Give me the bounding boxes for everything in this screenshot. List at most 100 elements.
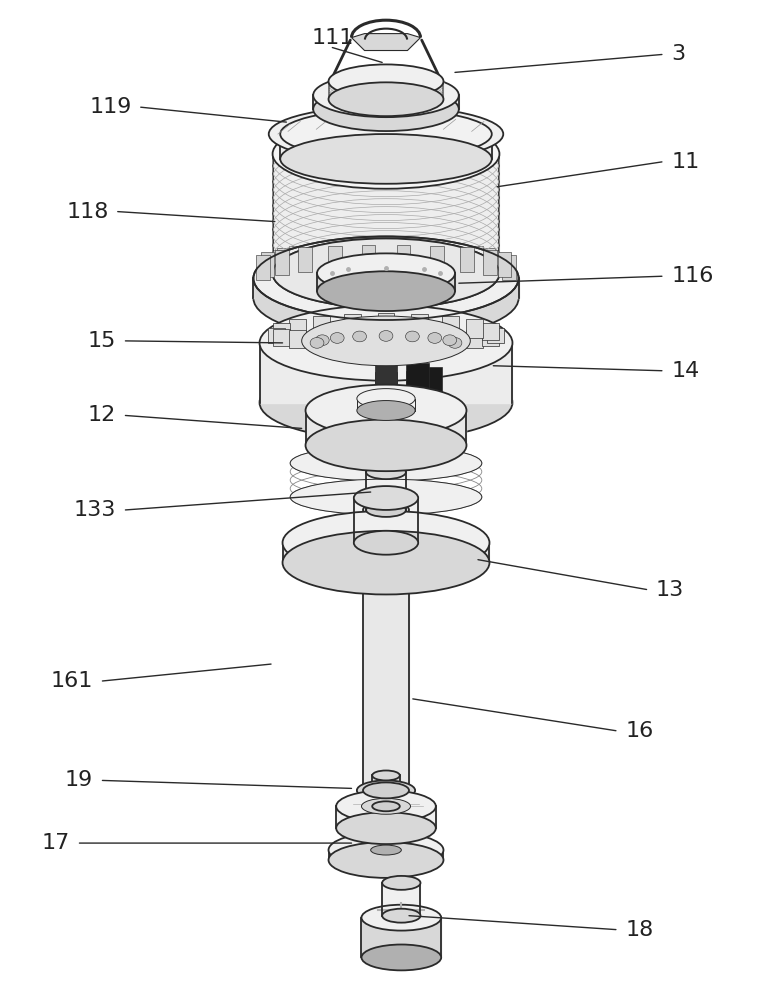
Ellipse shape	[357, 389, 415, 409]
FancyBboxPatch shape	[273, 323, 290, 340]
Bar	[364, 242, 378, 270]
Polygon shape	[354, 498, 418, 543]
Ellipse shape	[366, 503, 406, 517]
Text: 14: 14	[671, 361, 699, 381]
Polygon shape	[357, 399, 415, 410]
Ellipse shape	[438, 533, 482, 557]
Text: 17: 17	[42, 833, 70, 853]
Ellipse shape	[259, 365, 513, 440]
Bar	[276, 250, 289, 275]
Ellipse shape	[382, 909, 421, 923]
Bar	[374, 361, 398, 399]
Polygon shape	[372, 775, 400, 806]
Text: 18: 18	[625, 920, 653, 940]
Ellipse shape	[363, 782, 409, 798]
Text: 111: 111	[311, 28, 354, 48]
Ellipse shape	[344, 82, 428, 108]
Ellipse shape	[336, 812, 436, 844]
Bar	[298, 247, 312, 272]
Bar	[290, 255, 305, 283]
Bar	[406, 363, 429, 401]
FancyBboxPatch shape	[313, 330, 330, 350]
Ellipse shape	[361, 945, 441, 970]
Polygon shape	[382, 883, 421, 916]
Ellipse shape	[354, 531, 418, 555]
Ellipse shape	[357, 401, 415, 420]
Text: 12: 12	[88, 405, 117, 425]
Ellipse shape	[283, 511, 489, 575]
Ellipse shape	[405, 331, 419, 342]
Bar	[480, 248, 495, 276]
FancyBboxPatch shape	[466, 319, 483, 338]
Ellipse shape	[329, 64, 443, 98]
FancyBboxPatch shape	[487, 328, 504, 343]
Ellipse shape	[259, 305, 513, 381]
Ellipse shape	[329, 832, 443, 868]
FancyBboxPatch shape	[482, 329, 499, 346]
Bar	[309, 244, 324, 272]
Ellipse shape	[354, 486, 418, 510]
Bar	[460, 247, 474, 272]
Bar	[334, 258, 350, 286]
Ellipse shape	[366, 465, 406, 479]
Ellipse shape	[269, 106, 503, 162]
Polygon shape	[283, 543, 489, 563]
Ellipse shape	[310, 338, 324, 348]
Bar	[361, 245, 375, 270]
Bar	[480, 253, 495, 281]
Bar	[256, 255, 269, 280]
Ellipse shape	[379, 331, 393, 341]
Ellipse shape	[372, 770, 400, 780]
Polygon shape	[313, 95, 459, 109]
Text: 15: 15	[88, 331, 117, 351]
Ellipse shape	[290, 479, 482, 515]
Bar	[394, 259, 408, 287]
Ellipse shape	[317, 271, 455, 311]
Bar	[422, 243, 438, 271]
Polygon shape	[306, 410, 466, 445]
Text: 16: 16	[625, 721, 653, 741]
Ellipse shape	[302, 316, 470, 366]
Ellipse shape	[306, 385, 466, 436]
Bar	[277, 253, 292, 281]
Polygon shape	[273, 154, 499, 273]
Bar	[467, 246, 482, 274]
Ellipse shape	[330, 333, 344, 343]
Ellipse shape	[280, 134, 492, 184]
Ellipse shape	[371, 394, 401, 404]
Text: 133: 133	[74, 500, 117, 520]
Bar	[419, 367, 442, 405]
Text: 116: 116	[671, 266, 713, 286]
Ellipse shape	[290, 533, 333, 557]
Ellipse shape	[329, 842, 443, 878]
FancyBboxPatch shape	[466, 330, 483, 348]
Ellipse shape	[290, 551, 333, 575]
FancyBboxPatch shape	[378, 331, 394, 352]
Polygon shape	[336, 806, 436, 828]
Bar	[277, 248, 292, 276]
Bar	[503, 255, 516, 280]
Ellipse shape	[372, 801, 400, 811]
Ellipse shape	[273, 238, 499, 308]
Bar	[484, 250, 499, 278]
Ellipse shape	[363, 502, 409, 518]
FancyBboxPatch shape	[442, 316, 459, 336]
Text: 118: 118	[66, 202, 109, 222]
Text: 3: 3	[671, 44, 686, 64]
Text: 11: 11	[671, 152, 699, 172]
Polygon shape	[329, 81, 443, 99]
Ellipse shape	[273, 238, 499, 308]
Ellipse shape	[353, 331, 367, 342]
Ellipse shape	[357, 840, 415, 860]
Ellipse shape	[438, 551, 482, 575]
Ellipse shape	[280, 109, 492, 159]
Bar	[467, 255, 482, 283]
Ellipse shape	[336, 790, 436, 822]
Bar	[273, 250, 288, 278]
Ellipse shape	[323, 130, 449, 170]
Bar	[261, 252, 275, 277]
FancyBboxPatch shape	[378, 313, 394, 334]
Ellipse shape	[313, 73, 459, 117]
Ellipse shape	[388, 875, 415, 885]
FancyBboxPatch shape	[289, 330, 306, 348]
